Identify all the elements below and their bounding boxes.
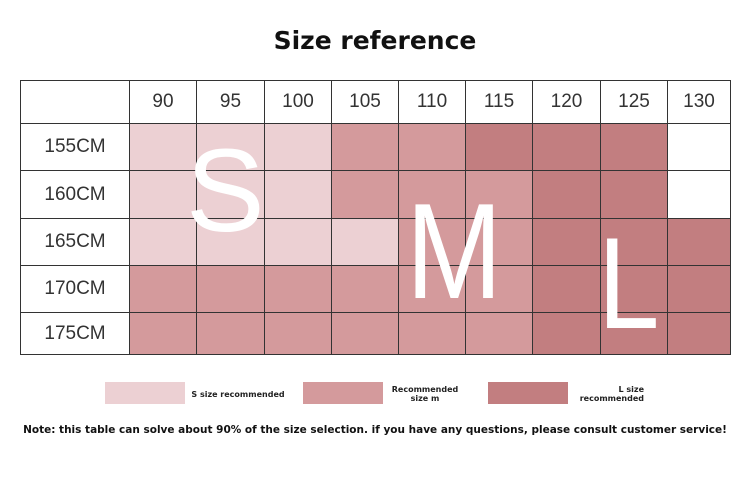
size-cell	[600, 265, 668, 313]
column-header: 130	[667, 80, 731, 124]
size-letter-s: S	[186, 125, 265, 257]
size-cell	[331, 265, 399, 313]
size-cell	[331, 123, 399, 171]
size-cell	[532, 123, 601, 171]
column-header: 90	[129, 80, 197, 124]
size-cell	[264, 312, 332, 355]
size-cell	[196, 170, 265, 219]
row-header: 155CM	[20, 123, 130, 171]
size-cell	[129, 312, 197, 355]
size-cell	[196, 218, 265, 266]
size-cell	[196, 265, 265, 313]
legend-swatch-m	[303, 382, 383, 404]
size-cell	[331, 312, 399, 355]
size-cell	[532, 218, 601, 266]
row-header: 160CM	[20, 170, 130, 219]
size-cell	[667, 170, 731, 219]
column-header: 120	[532, 80, 601, 124]
size-letter-l: L	[598, 210, 660, 356]
column-header: 105	[331, 80, 399, 124]
legend-label-m: Recommended size m	[391, 385, 459, 403]
size-cell	[532, 170, 601, 219]
row-header: 175CM	[20, 312, 130, 355]
size-cell	[331, 218, 399, 266]
size-cell	[667, 265, 731, 313]
column-header: 100	[264, 80, 332, 124]
size-cell	[465, 123, 533, 171]
column-header: 95	[196, 80, 265, 124]
row-header: 165CM	[20, 218, 130, 266]
size-cell	[667, 123, 731, 171]
legend-label-l: L size recommended	[579, 385, 644, 403]
size-cell	[465, 218, 533, 266]
corner-cell	[20, 80, 130, 124]
column-header: 110	[398, 80, 466, 124]
footnote: Note: this table can solve about 90% of …	[23, 424, 727, 436]
size-cell	[264, 123, 332, 171]
size-cell	[398, 170, 466, 219]
size-cell	[264, 170, 332, 219]
size-cell	[398, 123, 466, 171]
size-cell	[667, 312, 731, 355]
size-cell	[532, 265, 601, 313]
size-cell	[465, 312, 533, 355]
size-letter-m: M	[406, 175, 503, 327]
size-cell	[129, 265, 197, 313]
size-cell	[600, 312, 668, 355]
size-cell	[532, 312, 601, 355]
size-cell	[129, 170, 197, 219]
page-title: Size reference	[273, 26, 477, 55]
size-cell	[264, 218, 332, 266]
row-header: 170CM	[20, 265, 130, 313]
column-header: 115	[465, 80, 533, 124]
size-cell	[667, 218, 731, 266]
legend-swatch-s	[105, 382, 185, 404]
size-cell	[196, 312, 265, 355]
legend-label-s: S size recommended	[191, 390, 285, 399]
size-cell	[331, 170, 399, 219]
size-cell	[600, 218, 668, 266]
size-cell	[600, 123, 668, 171]
size-cell	[264, 265, 332, 313]
legend-swatch-l	[488, 382, 568, 404]
column-header: 125	[600, 80, 668, 124]
